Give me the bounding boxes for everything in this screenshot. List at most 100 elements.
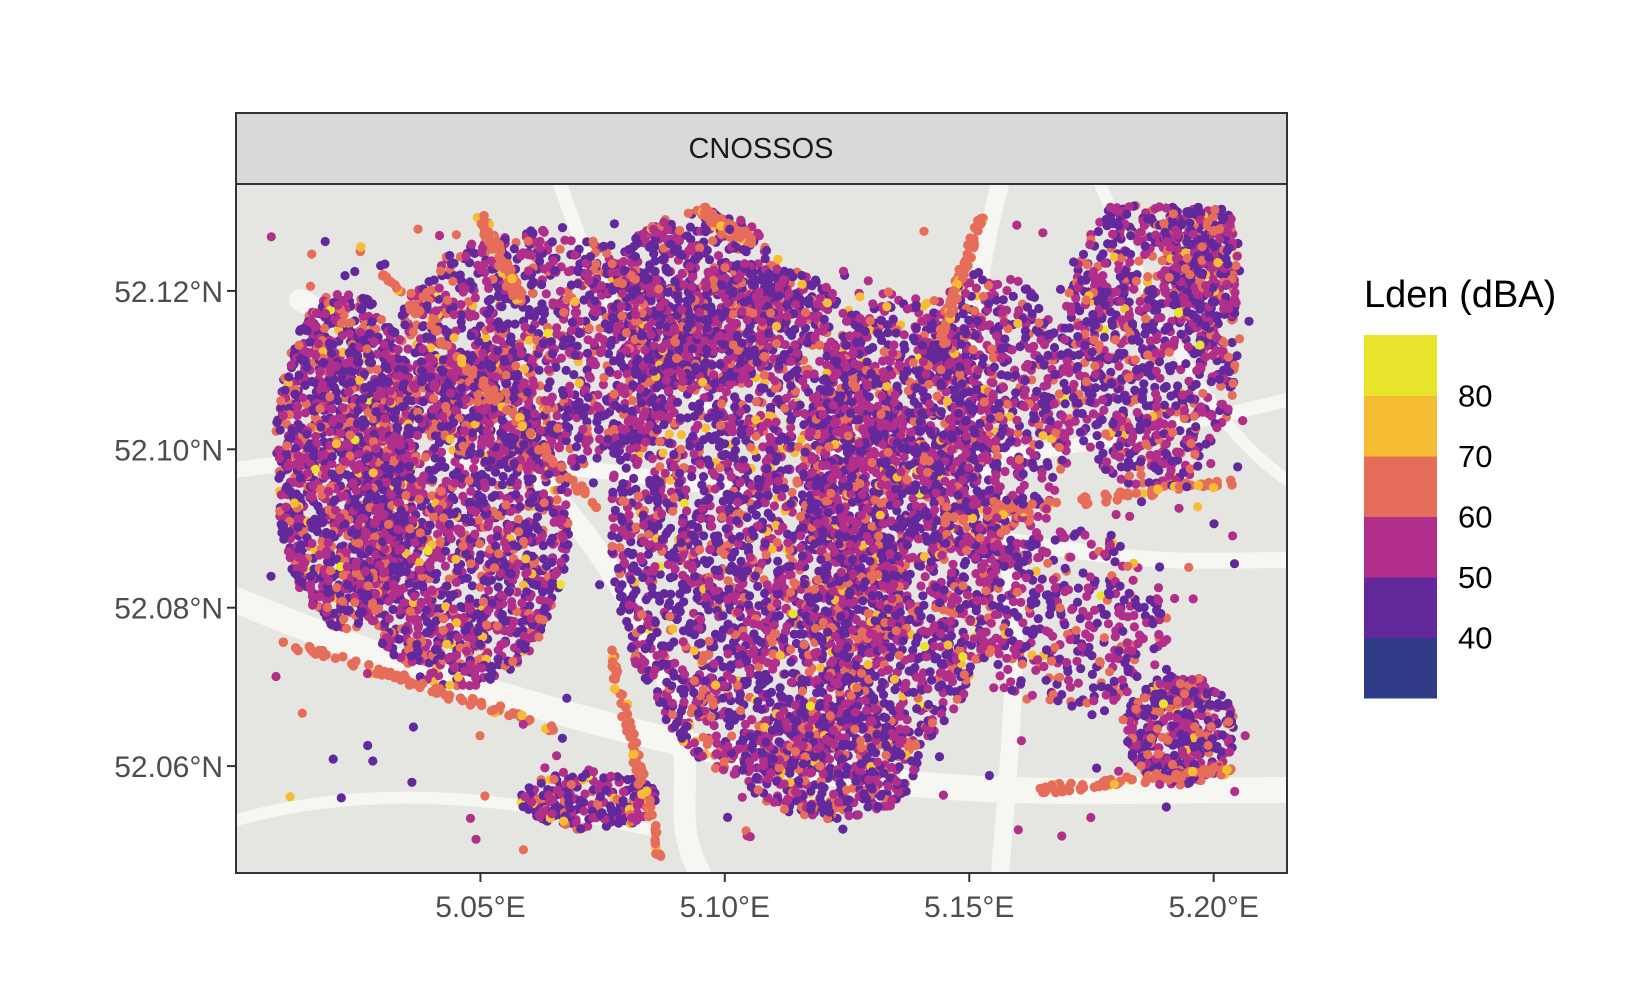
noise-point	[441, 476, 451, 486]
noise-point	[286, 360, 296, 370]
noise-point	[450, 405, 460, 415]
noise-point	[484, 359, 494, 370]
noise-point	[326, 557, 336, 568]
noise-point	[336, 318, 346, 328]
noise-point	[789, 577, 799, 588]
noise-point	[364, 329, 375, 339]
noise-point	[526, 614, 536, 624]
noise-point	[519, 378, 529, 388]
noise-point	[305, 491, 315, 501]
noise-point	[525, 601, 535, 611]
noise-point	[358, 394, 368, 404]
noise-point	[359, 369, 369, 379]
noise-point	[570, 307, 580, 317]
noise-point	[492, 531, 502, 541]
noise-point	[547, 237, 557, 247]
noise-point	[493, 645, 503, 655]
noise-point	[396, 505, 406, 515]
noise-point	[419, 471, 429, 481]
noise-point	[583, 392, 593, 403]
noise-point	[428, 404, 438, 414]
noise-point	[600, 319, 610, 329]
noise-point	[394, 371, 404, 381]
noise-point	[278, 520, 288, 531]
noise-point	[552, 323, 562, 333]
noise-point	[482, 309, 492, 319]
noise-point	[328, 497, 338, 507]
noise-point	[338, 347, 348, 357]
noise-point	[385, 386, 395, 396]
noise-point	[278, 411, 288, 421]
noise-point	[282, 441, 292, 451]
noise-point	[337, 330, 347, 340]
noise-point	[458, 441, 468, 451]
noise-point	[381, 477, 391, 487]
noise-point	[394, 634, 404, 644]
facet-strip	[235, 112, 1288, 185]
noise-point	[309, 451, 319, 461]
noise-point	[371, 407, 381, 417]
noise-point	[473, 626, 483, 637]
noise-point	[528, 376, 538, 386]
noise-point	[284, 403, 294, 413]
noise-point	[400, 320, 410, 330]
noise-point	[348, 342, 358, 352]
noise-point	[322, 602, 333, 613]
noise-point	[368, 414, 378, 424]
noise-point	[353, 357, 363, 367]
noise-point	[592, 453, 602, 463]
noise-point	[494, 549, 504, 559]
noise-point	[599, 241, 609, 251]
noise-point	[453, 524, 463, 534]
noise-point	[319, 323, 330, 333]
noise-point	[333, 396, 343, 406]
noise-point	[406, 651, 417, 661]
noise-point	[483, 521, 493, 532]
noise-point	[486, 456, 496, 466]
noise-point	[555, 244, 565, 254]
noise-point	[408, 515, 418, 525]
noise-point	[538, 338, 548, 348]
noise-point	[438, 513, 448, 523]
noise-point	[579, 295, 589, 305]
noise-point	[315, 591, 325, 602]
noise-point	[555, 579, 566, 590]
noise-point	[298, 393, 308, 403]
noise-point	[539, 489, 549, 499]
noise-point	[517, 598, 527, 608]
noise-point	[325, 367, 335, 377]
noise-point	[341, 358, 351, 368]
noise-point	[418, 344, 428, 354]
noise-point	[395, 440, 405, 450]
noise-point	[327, 469, 337, 479]
noise-point	[331, 439, 341, 449]
noise-point	[430, 379, 440, 389]
noise-point	[479, 478, 489, 488]
noise-point	[521, 554, 531, 564]
noise-point	[539, 305, 549, 315]
noise-point	[461, 394, 471, 404]
noise-point	[311, 522, 322, 532]
noise-point	[522, 587, 532, 597]
noise-point	[344, 329, 355, 339]
noise-point	[557, 515, 567, 525]
noise-point	[353, 618, 363, 629]
noise-point	[527, 250, 537, 260]
noise-point	[560, 235, 570, 245]
noise-point	[319, 450, 329, 460]
noise-point	[435, 536, 445, 546]
noise-point	[564, 423, 574, 433]
noise-point	[386, 354, 396, 364]
noise-point	[294, 552, 304, 562]
noise-point	[339, 614, 349, 624]
noise-point	[528, 493, 538, 503]
noise-point	[338, 570, 348, 581]
noise-point	[313, 339, 323, 349]
noise-point	[701, 423, 711, 433]
noise-point	[555, 286, 566, 296]
noise-point	[469, 382, 479, 392]
noise-point	[515, 502, 525, 512]
noise-point	[570, 350, 580, 360]
noise-point	[364, 545, 374, 555]
noise-point	[574, 328, 584, 339]
